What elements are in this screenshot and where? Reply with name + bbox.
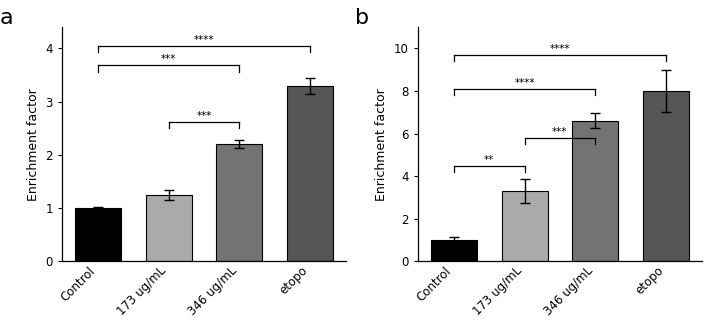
Bar bbox=[75, 208, 121, 261]
Text: b: b bbox=[355, 8, 369, 28]
Text: ****: **** bbox=[549, 44, 570, 54]
Bar bbox=[501, 191, 547, 261]
Text: ***: *** bbox=[196, 111, 212, 121]
Y-axis label: Enrichment factor: Enrichment factor bbox=[27, 88, 40, 201]
Bar bbox=[287, 85, 333, 261]
Text: ****: **** bbox=[514, 78, 535, 88]
Text: **: ** bbox=[484, 155, 494, 164]
Bar bbox=[216, 144, 262, 261]
Y-axis label: Enrichment factor: Enrichment factor bbox=[375, 88, 389, 201]
Bar bbox=[145, 195, 191, 261]
Text: a: a bbox=[0, 8, 13, 28]
Bar bbox=[643, 91, 689, 261]
Text: ****: **** bbox=[194, 35, 214, 45]
Text: ***: *** bbox=[161, 54, 177, 64]
Bar bbox=[572, 121, 618, 261]
Text: ***: *** bbox=[552, 127, 568, 137]
Bar bbox=[430, 240, 476, 261]
